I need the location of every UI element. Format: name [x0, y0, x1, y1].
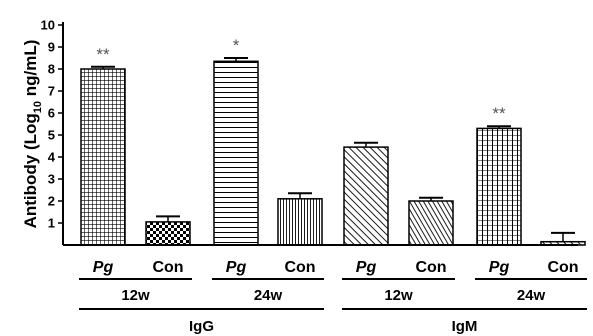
category-label: Con	[547, 259, 578, 276]
bar-group: *	[213, 36, 259, 246]
time-group-label: 24w	[517, 287, 546, 304]
bar	[408, 200, 454, 246]
bar-group: **	[80, 45, 126, 246]
bar-group	[343, 141, 389, 246]
y-tick-label: 4	[48, 150, 56, 165]
category-label: Pg	[93, 259, 114, 276]
bars: ** ***	[80, 36, 586, 246]
y-tick-label: 5	[48, 128, 55, 143]
significance-marker: **	[492, 104, 506, 123]
y-tick-label: 8	[48, 62, 55, 77]
time-group-label: 24w	[254, 287, 283, 304]
bar	[80, 68, 126, 246]
bar-group	[408, 196, 454, 246]
significance-marker: **	[96, 45, 110, 64]
bar-group	[145, 215, 191, 246]
y-tick-label: 10	[41, 18, 55, 33]
y-tick-label: 2	[48, 194, 55, 209]
isotype-group-label: IgM	[452, 318, 478, 335]
y-tick-label: 7	[48, 84, 55, 99]
y-tick-label: 6	[48, 106, 55, 121]
category-label: Con	[415, 259, 446, 276]
bar	[145, 221, 191, 246]
category-label: Pg	[489, 259, 510, 276]
y-tick-label: 1	[48, 216, 55, 231]
y-tick-label: 9	[48, 40, 55, 55]
bar-group	[277, 192, 323, 246]
bar	[277, 198, 323, 246]
bar	[343, 146, 389, 246]
bar-group	[540, 231, 586, 246]
y-tick-label: 3	[48, 172, 55, 187]
time-group-label: 12w	[384, 287, 413, 304]
significance-marker: *	[233, 36, 240, 55]
category-label: Con	[284, 259, 315, 276]
category-label: Pg	[356, 259, 377, 276]
bar	[213, 60, 259, 246]
category-label: Pg	[226, 259, 247, 276]
bar	[476, 127, 522, 246]
bar-group: **	[476, 104, 522, 246]
category-label: Con	[152, 259, 183, 276]
isotype-group-label: IgG	[189, 318, 214, 335]
time-group-label: 12w	[121, 287, 150, 304]
y-axis: 1 2 3 4 5 6 7 8 9 10	[41, 18, 64, 245]
y-axis-label: Antibody (Log10 ng/mL)	[21, 40, 44, 229]
